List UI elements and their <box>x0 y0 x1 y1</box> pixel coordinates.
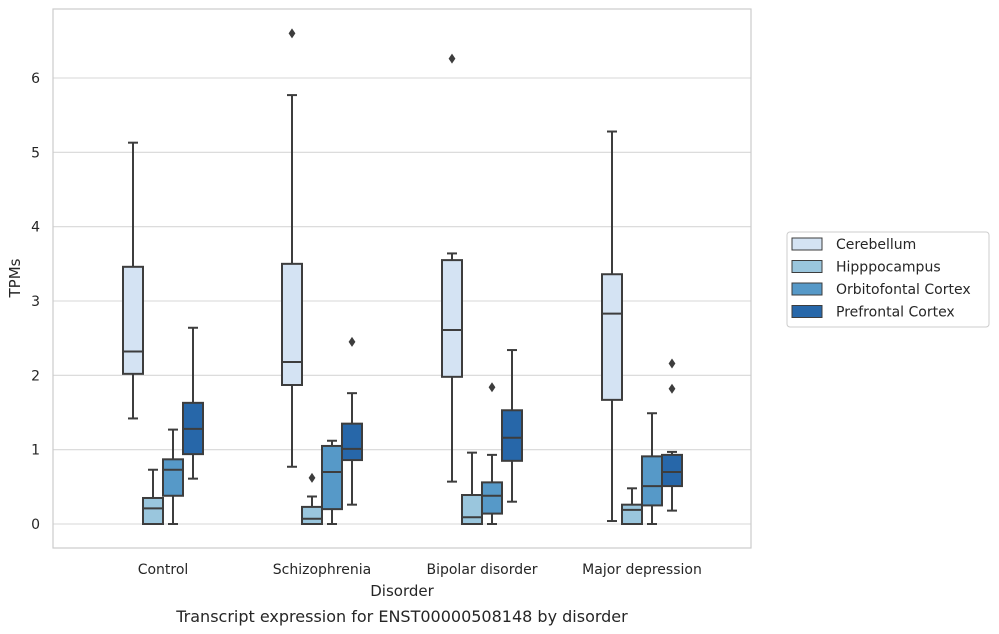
iqr-box <box>441 259 463 378</box>
outlier-point <box>488 382 496 393</box>
legend: Cerebellum Hipppocampus Orbitofontal Corte… <box>786 231 990 328</box>
outlier-point <box>668 383 676 394</box>
box-orbitofontal-cortex-0 <box>162 428 184 525</box>
legend-swatch <box>791 260 823 273</box>
chart-caption: Transcript expression for ENST0000050814… <box>175 607 628 626</box>
legend-entry-label: Hipppocampus <box>836 260 941 276</box>
x-tick-labels: Control Schizophrenia Bipolar disorder Majo… <box>138 562 702 578</box>
y-tick-label: 4 <box>31 220 40 236</box>
box-hipppocampus-0 <box>142 468 164 526</box>
box-hipppocampus-3 <box>621 487 643 526</box>
legend-swatch <box>791 237 823 251</box>
boxes <box>122 28 683 526</box>
iqr-box <box>142 496 164 526</box>
legend-entry-label: Cerebellum <box>836 237 916 253</box>
legend-entry-label: Orbitofontal Cortex <box>836 282 971 298</box>
iqr-box <box>301 505 323 525</box>
box-prefrontal-cortex-3 <box>661 358 683 512</box>
box-prefrontal-cortex-2 <box>501 349 523 503</box>
iqr-box <box>661 453 683 488</box>
y-tick-label: 2 <box>31 368 40 384</box>
legend-entry-label: Prefrontal Cortex <box>836 305 955 321</box>
y-tick-label: 3 <box>31 294 40 310</box>
iqr-box <box>461 494 483 526</box>
iqr-box <box>321 444 343 511</box>
box-hipppocampus-2 <box>461 451 483 526</box>
outlier-point <box>448 53 456 64</box>
x-axis-label: Disorder <box>370 582 434 600</box>
box-cerebellum-2 <box>441 53 463 483</box>
y-tick-labels: 0 1 2 3 4 5 6 <box>31 71 40 533</box>
legend-swatch <box>791 282 823 296</box>
y-axis-label: TPMs <box>6 258 24 298</box>
iqr-box <box>281 262 303 386</box>
y-tick-label: 1 <box>31 443 40 459</box>
box-cerebellum-3 <box>601 130 623 523</box>
box-prefrontal-cortex-0 <box>182 326 204 480</box>
iqr-box <box>341 422 363 462</box>
iqr-box <box>481 481 503 515</box>
box-prefrontal-cortex-1 <box>341 336 363 506</box>
box-hipppocampus-1 <box>301 472 323 525</box>
iqr-box <box>162 458 184 497</box>
plot-area-frame <box>52 8 752 549</box>
iqr-box <box>621 503 643 526</box>
x-tick-label: Major depression <box>582 562 702 578</box>
iqr-box <box>122 265 144 375</box>
legend-frame <box>786 231 990 328</box>
iqr-box <box>501 409 523 462</box>
x-tick-label: Control <box>138 562 189 578</box>
outlier-point <box>288 28 296 39</box>
box-cerebellum-0 <box>122 141 144 420</box>
iqr-box <box>601 273 623 401</box>
outlier-point <box>668 358 676 369</box>
iqr-box <box>641 455 663 507</box>
grid-lines <box>53 77 751 525</box>
outlier-point <box>348 336 356 347</box>
outlier-point <box>308 472 316 483</box>
box-orbitofontal-cortex-2 <box>481 382 503 525</box>
box-orbitofontal-cortex-3 <box>641 412 663 525</box>
y-tick-label: 0 <box>31 517 40 533</box>
box-orbitofontal-cortex-1 <box>321 439 343 525</box>
legend-swatch <box>791 305 823 318</box>
box-cerebellum-1 <box>281 28 303 468</box>
x-tick-label: Bipolar disorder <box>426 562 537 578</box>
y-tick-label: 6 <box>31 71 40 87</box>
y-tick-label: 5 <box>31 145 40 161</box>
x-tick-label: Schizophrenia <box>273 562 371 578</box>
